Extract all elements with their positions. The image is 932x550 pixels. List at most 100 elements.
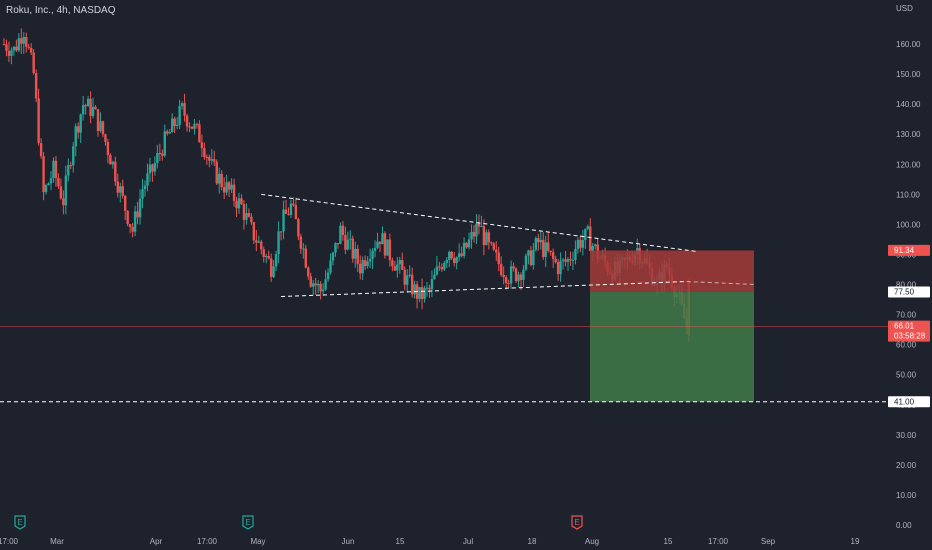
candle-body (225, 182, 228, 193)
price-tick-label: 150.00 (896, 70, 921, 79)
candle-body (230, 184, 233, 190)
candle-body (401, 260, 404, 270)
candle-body (297, 219, 300, 237)
candle-body (336, 243, 340, 245)
candle-body (339, 225, 342, 244)
candle-body (166, 131, 169, 134)
take-profit-zone (590, 292, 754, 402)
candle-body (277, 231, 280, 255)
candle-body (564, 259, 567, 262)
candle-body (460, 253, 463, 256)
candle-body (500, 264, 503, 276)
candle-body (537, 238, 540, 243)
candle-body (450, 251, 453, 259)
candle-body (198, 124, 201, 143)
candle-body (262, 249, 265, 257)
candle-body (42, 156, 45, 193)
candle-body (269, 258, 273, 278)
candle-body (403, 269, 406, 285)
candle-body (203, 148, 206, 157)
candle-body (151, 164, 154, 172)
candle-body (408, 274, 411, 276)
candle-body (183, 103, 186, 116)
symbol-title: Roku, Inc., 4h, NASDAQ (6, 5, 116, 16)
candle-body (396, 264, 399, 271)
candle-body (126, 210, 129, 225)
candle-body (49, 178, 53, 184)
candle-body (190, 126, 194, 129)
candle-body (341, 225, 345, 235)
time-tick-label: 18 (528, 537, 537, 546)
candle-body (27, 46, 30, 48)
candle-body (485, 232, 488, 245)
candle-body (475, 223, 478, 237)
candle-body (188, 126, 191, 128)
candle-body (257, 241, 260, 243)
price-tag-label: 41.00 (894, 397, 915, 406)
candle-body (495, 249, 498, 253)
candle-body (388, 239, 392, 261)
candle-body (153, 163, 157, 172)
candle-body (109, 154, 112, 165)
price-tick-label: 30.00 (896, 431, 917, 440)
candle-body (321, 289, 325, 292)
candle-body (242, 204, 246, 220)
candle-body (168, 132, 171, 134)
candle-body (410, 274, 414, 295)
candle-body (430, 279, 434, 290)
candle-body (571, 259, 575, 261)
candle-body (32, 52, 35, 74)
candle-body (20, 38, 23, 44)
candle-body (420, 287, 424, 299)
candle-body (398, 260, 401, 265)
candle-body (158, 153, 162, 155)
candle-body (507, 282, 510, 284)
candle-body (57, 177, 60, 187)
time-tick-label: Jun (342, 537, 355, 546)
candle-body (329, 260, 332, 273)
candle-body (490, 242, 493, 244)
candle-body (574, 248, 577, 260)
candle-body (34, 73, 38, 99)
candle-body (282, 209, 285, 232)
candle-body (316, 283, 320, 286)
time-tick-label: 19 (851, 537, 860, 546)
candle-body (527, 250, 530, 256)
price-tick-label: 140.00 (896, 100, 921, 109)
candle-body (556, 262, 560, 275)
candle-body (101, 121, 105, 135)
candle-body (299, 236, 303, 249)
candle-body (366, 261, 369, 267)
candle-body (161, 153, 164, 156)
time-tick-label: Sep (761, 537, 776, 546)
candle-body (227, 182, 231, 190)
time-tick-label: 17:00 (0, 537, 19, 546)
candle-body (312, 283, 315, 287)
candle-body (413, 284, 416, 295)
price-tick-label: 50.00 (896, 371, 917, 380)
candle-body (292, 203, 295, 206)
candle-body (539, 239, 542, 243)
candle-body (589, 226, 592, 252)
time-tick-label: Apr (150, 537, 163, 546)
candle-body (175, 124, 179, 127)
time-tick-label: 17:00 (197, 537, 218, 546)
candle-body (591, 246, 594, 252)
candle-body (30, 47, 33, 53)
candle-body (566, 259, 570, 262)
time-tick-label: May (250, 537, 265, 546)
candle-body (200, 142, 204, 149)
candle-body (547, 242, 550, 251)
candle-body (171, 118, 174, 133)
candle-body (502, 275, 505, 278)
price-tick-label: 80.00 (896, 281, 917, 290)
candle-body (554, 258, 557, 263)
candle-body (284, 209, 288, 214)
candle-body (218, 173, 221, 184)
candle-body (418, 287, 421, 299)
candle-body (331, 252, 335, 261)
